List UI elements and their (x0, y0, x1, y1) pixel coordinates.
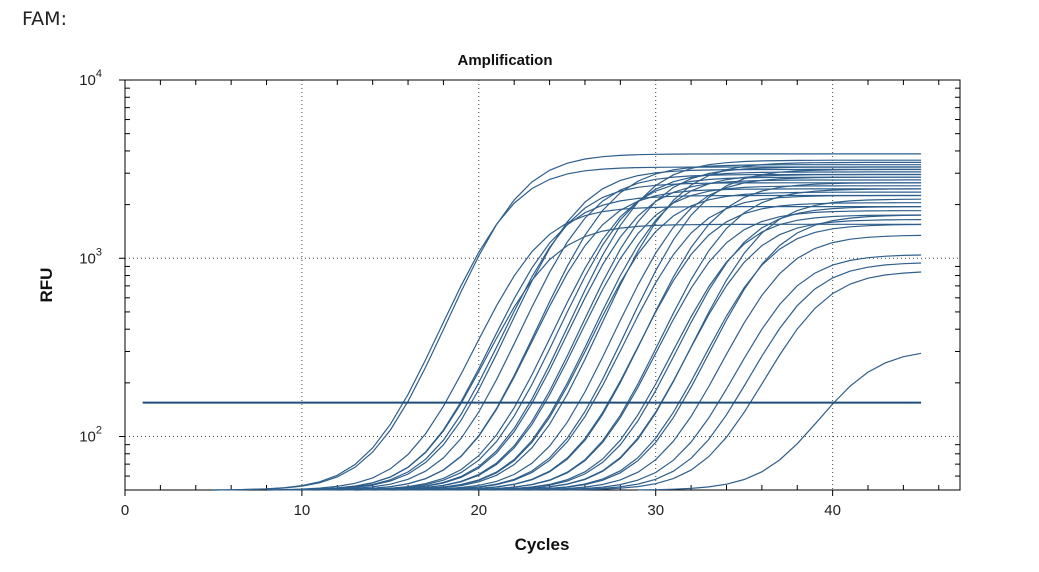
y-tick-exponent: 2 (96, 425, 102, 437)
amplification-curve (496, 214, 922, 491)
amplification-curve (390, 176, 922, 491)
y-tick-base: 10 (79, 429, 96, 446)
chart-title: Amplification (457, 52, 552, 69)
x-tick-label: 20 (470, 502, 487, 519)
amplification-curve (425, 182, 922, 491)
amplification-curve (478, 198, 922, 491)
channel-label: FAM: (22, 8, 67, 30)
amplification-curve (337, 171, 922, 491)
amplification-curve (284, 168, 922, 491)
amplification-curve (354, 166, 922, 491)
amplification-curve (637, 352, 922, 491)
amplification-curve (319, 164, 922, 491)
amplification-curve (443, 188, 922, 491)
amplification-curve (372, 161, 922, 491)
amplification-curve (549, 262, 922, 491)
y-tick-base: 10 (79, 72, 96, 89)
y-tick-base: 10 (79, 250, 96, 267)
y-axis-label: RFU (37, 268, 56, 303)
y-tick-label: 103 (79, 246, 102, 267)
amplification-curve (461, 206, 922, 491)
amplification-curve (408, 168, 922, 491)
amplification-curve (284, 182, 922, 491)
x-axis-ticks: 0 10 20 30 40 (121, 490, 841, 519)
x-tick-label: 40 (824, 502, 841, 519)
amplification-curve (514, 234, 922, 491)
amplification-curve (213, 153, 922, 491)
x-axis-label: Cycles (515, 535, 570, 554)
amplification-curve (337, 159, 922, 491)
amplification-curve (567, 271, 922, 491)
x-tick-label: 0 (121, 502, 129, 519)
grid-lines (125, 80, 960, 490)
x-tick-label: 10 (294, 502, 311, 519)
x-tick-label: 30 (647, 502, 664, 519)
y-tick-exponent: 4 (96, 68, 102, 80)
amplification-curve (372, 173, 922, 491)
amplification-curves (213, 153, 922, 491)
y-tick-label: 104 (79, 68, 102, 89)
amplification-curve (531, 254, 922, 491)
y-tick-exponent: 3 (96, 246, 102, 258)
y-tick-label: 102 (79, 425, 102, 446)
